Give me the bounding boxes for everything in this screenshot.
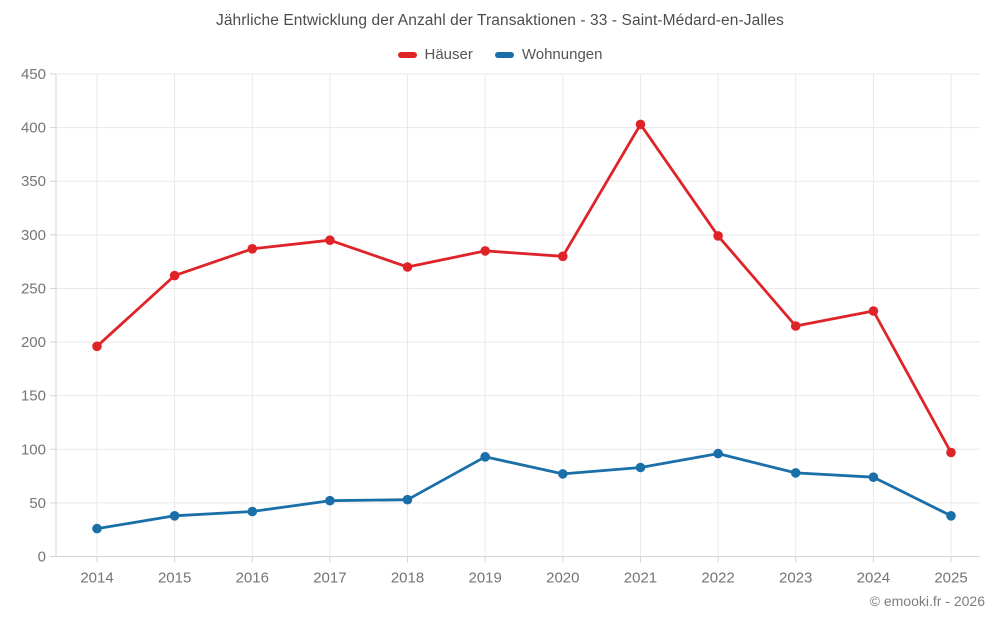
point-hauser-2015[interactable] — [169, 270, 180, 281]
y-tick-450: 450 — [21, 66, 46, 83]
point-hauser-2024[interactable] — [868, 306, 879, 316]
point-hauser-2023[interactable] — [790, 321, 801, 331]
point-hauser-2014[interactable] — [92, 341, 102, 352]
y-tick-200: 200 — [21, 334, 46, 351]
y-tick-300: 300 — [21, 227, 46, 244]
point-hauser-2016[interactable] — [247, 244, 258, 254]
point-wohnungen-2016[interactable] — [247, 506, 258, 517]
point-wohnungen-2025[interactable] — [946, 511, 956, 521]
series-wohnungen — [92, 448, 956, 534]
x-tick-2023: 2023 — [779, 570, 812, 587]
x-tick-2022: 2022 — [701, 570, 734, 587]
point-wohnungen-2018[interactable] — [402, 494, 413, 505]
point-hauser-2021[interactable] — [635, 119, 646, 130]
point-hauser-2025[interactable] — [946, 447, 956, 458]
x-tick-2018: 2018 — [391, 570, 424, 587]
chart-title: Jährliche Entwicklung der Anzahl der Tra… — [215, 12, 784, 29]
x-tick-2019: 2019 — [468, 570, 501, 587]
point-wohnungen-2022[interactable] — [713, 448, 723, 459]
x-tick-2017: 2017 — [313, 570, 346, 587]
y-tick-0: 0 — [38, 549, 46, 566]
point-wohnungen-2023[interactable] — [790, 468, 801, 478]
x-tick-2015: 2015 — [158, 570, 191, 587]
legend-swatch-wohnungen — [494, 51, 514, 58]
y-tick-150: 150 — [21, 388, 46, 405]
copyright: © emooki.fr - 2026 — [869, 593, 985, 609]
point-wohnungen-2015[interactable] — [169, 511, 180, 521]
legend: Häuser Wohnungen — [0, 46, 1000, 63]
point-hauser-2017[interactable] — [325, 235, 335, 245]
x-tick-2021: 2021 — [624, 570, 657, 587]
x-tick-2016: 2016 — [236, 570, 269, 587]
series-wohnungen-line — [95, 452, 953, 530]
legend-label: Wohnungen — [521, 46, 603, 63]
y-tick-250: 250 — [21, 280, 46, 297]
gridlines — [55, 73, 980, 557]
point-wohnungen-2021[interactable] — [635, 462, 646, 473]
x-tick-2025: 2025 — [934, 570, 967, 587]
series-hauser — [92, 119, 956, 458]
point-hauser-2018[interactable] — [402, 262, 413, 272]
legend-swatch-hauser — [397, 51, 417, 58]
y-tick-400: 400 — [21, 120, 46, 137]
series-hauser-line — [95, 123, 953, 454]
point-wohnungen-2017[interactable] — [325, 495, 335, 506]
legend-item-wohnungen[interactable]: Wohnungen — [494, 46, 603, 63]
y-tick-350: 350 — [21, 173, 46, 190]
point-wohnungen-2019[interactable] — [480, 452, 491, 462]
x-tick-2014: 2014 — [80, 570, 113, 587]
y-tick-100: 100 — [21, 441, 46, 458]
point-wohnungen-2020[interactable] — [558, 469, 568, 479]
legend-item-hauser[interactable]: Häuser — [397, 46, 473, 63]
x-tick-2024: 2024 — [857, 570, 890, 587]
legend-label: Häuser — [424, 46, 473, 63]
point-hauser-2022[interactable] — [713, 231, 723, 241]
y-tick-50: 50 — [29, 495, 46, 512]
y-axis-labels: 0 50 100 150 200 250 300 350 400 450 — [21, 66, 46, 566]
x-tick-2020: 2020 — [546, 570, 579, 587]
point-wohnungen-2014[interactable] — [92, 523, 102, 534]
x-axis-labels: 2014 2015 2016 2017 2018 2019 2020 2021 2022 2023… — [80, 570, 967, 587]
point-hauser-2020[interactable] — [558, 251, 568, 262]
point-wohnungen-2024[interactable] — [868, 472, 879, 483]
axis-ticks — [50, 73, 952, 563]
point-hauser-2019[interactable] — [480, 246, 491, 256]
